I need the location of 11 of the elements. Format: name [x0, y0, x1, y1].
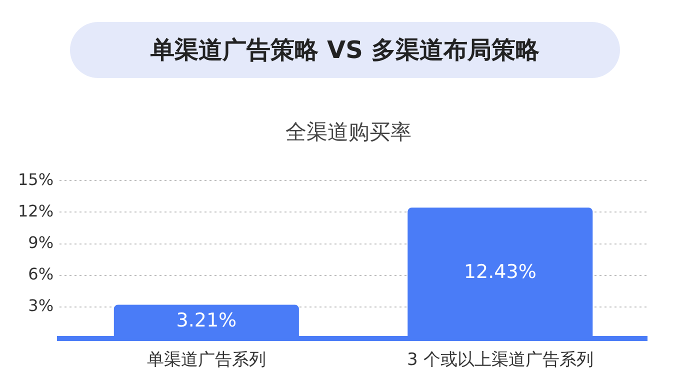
data-label: 3.21% — [176, 310, 237, 332]
y-tick-label: 3% — [28, 296, 54, 316]
y-tick-label: 9% — [28, 232, 54, 252]
x-tick-label: 3 个或以上渠道广告系列 — [407, 350, 594, 370]
chart-title: 单渠道广告策略 VS 多渠道布局策略 — [70, 22, 620, 78]
x-tick-label: 单渠道广告系列 — [146, 350, 266, 370]
y-tick-label: 15% — [18, 170, 54, 189]
y-tick-label: 6% — [28, 264, 54, 284]
chart-subtitle: 全渠道购买率 — [284, 119, 412, 146]
data-label: 12.43% — [464, 261, 536, 284]
y-tick-label: 12% — [18, 201, 54, 220]
